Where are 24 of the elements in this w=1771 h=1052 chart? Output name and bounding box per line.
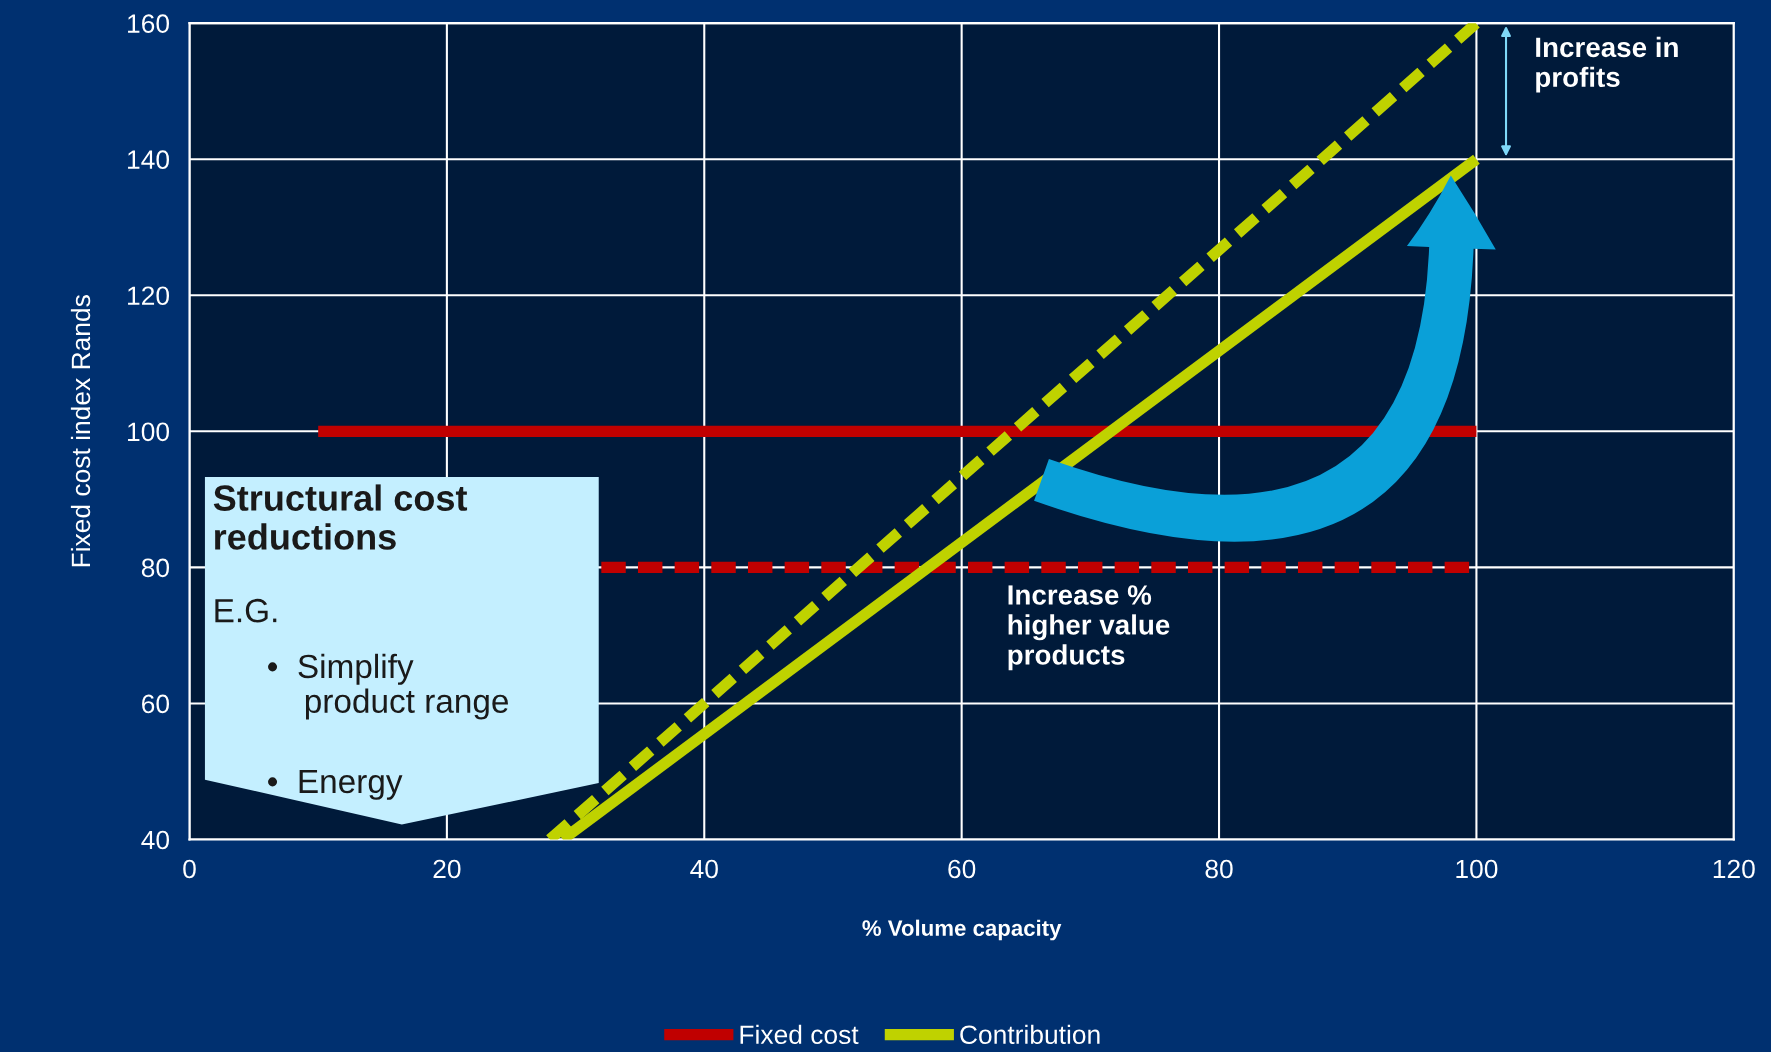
x-tick-label: 120 bbox=[1713, 859, 1755, 879]
x-tick-label: 0 bbox=[183, 859, 196, 879]
y-axis-title: Fixed cost index Rands bbox=[70, 295, 91, 567]
y-tick-label: 40 bbox=[141, 830, 170, 850]
x-tick-label: 60 bbox=[948, 859, 976, 879]
annotation: E.G. bbox=[215, 598, 277, 623]
legend-label: Contribution bbox=[960, 1024, 1100, 1045]
x-tick-label: 40 bbox=[690, 859, 718, 879]
x-axis-title: % Volume capacity bbox=[862, 919, 1062, 941]
annotation: Structural cost reductions bbox=[213, 484, 468, 550]
annotation: Increase in profits bbox=[1536, 36, 1678, 93]
x-tick-label: 100 bbox=[1456, 859, 1498, 879]
annotation: • Energy bbox=[268, 769, 403, 800]
y-tick-label: 160 bbox=[128, 14, 170, 33]
y-tick-label: 60 bbox=[142, 694, 170, 714]
legend-label: Fixed cost bbox=[740, 1024, 859, 1045]
y-tick-label: 100 bbox=[128, 422, 170, 442]
y-tick-label: 140 bbox=[128, 150, 170, 170]
x-tick-label: 20 bbox=[433, 859, 461, 879]
annotation: Increase % higher value products bbox=[1008, 585, 1170, 671]
y-tick-label: 80 bbox=[141, 558, 170, 578]
y-tick-label: 120 bbox=[128, 286, 170, 306]
annotation: • Simplify product range bbox=[268, 653, 508, 720]
x-tick-label: 80 bbox=[1205, 859, 1233, 879]
